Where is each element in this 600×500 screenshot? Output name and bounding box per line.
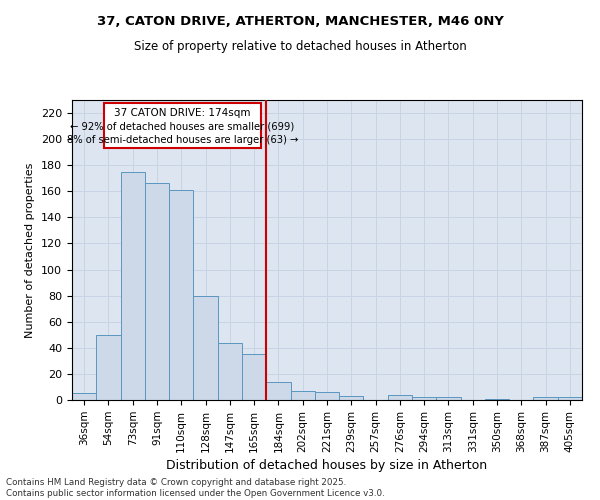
Y-axis label: Number of detached properties: Number of detached properties (25, 162, 35, 338)
Bar (72, 394, 96, 400)
Bar (412, 398, 436, 400)
Bar (145, 184, 169, 400)
Bar (242, 354, 266, 400)
Bar (104, 102, 262, 148)
Bar (96, 335, 121, 400)
X-axis label: Distribution of detached houses by size in Atherton: Distribution of detached houses by size … (166, 459, 488, 472)
Bar (218, 342, 242, 400)
Text: 8% of semi-detached houses are larger (63) →: 8% of semi-detached houses are larger (6… (67, 135, 298, 145)
Bar (558, 398, 582, 400)
Text: Contains HM Land Registry data © Crown copyright and database right 2025.
Contai: Contains HM Land Registry data © Crown c… (6, 478, 385, 498)
Text: Size of property relative to detached houses in Atherton: Size of property relative to detached ho… (134, 40, 466, 53)
Bar (193, 296, 218, 400)
Bar (388, 395, 412, 400)
Bar (121, 172, 145, 400)
Bar (290, 391, 315, 400)
Bar (485, 398, 509, 400)
Bar (266, 382, 290, 400)
Text: 37, CATON DRIVE, ATHERTON, MANCHESTER, M46 0NY: 37, CATON DRIVE, ATHERTON, MANCHESTER, M… (97, 15, 503, 28)
Bar (339, 396, 364, 400)
Bar (533, 398, 558, 400)
Bar (315, 392, 339, 400)
Text: 37 CATON DRIVE: 174sqm: 37 CATON DRIVE: 174sqm (114, 108, 251, 118)
Bar (169, 190, 193, 400)
Bar (436, 398, 461, 400)
Text: ← 92% of detached houses are smaller (699): ← 92% of detached houses are smaller (69… (70, 122, 295, 132)
